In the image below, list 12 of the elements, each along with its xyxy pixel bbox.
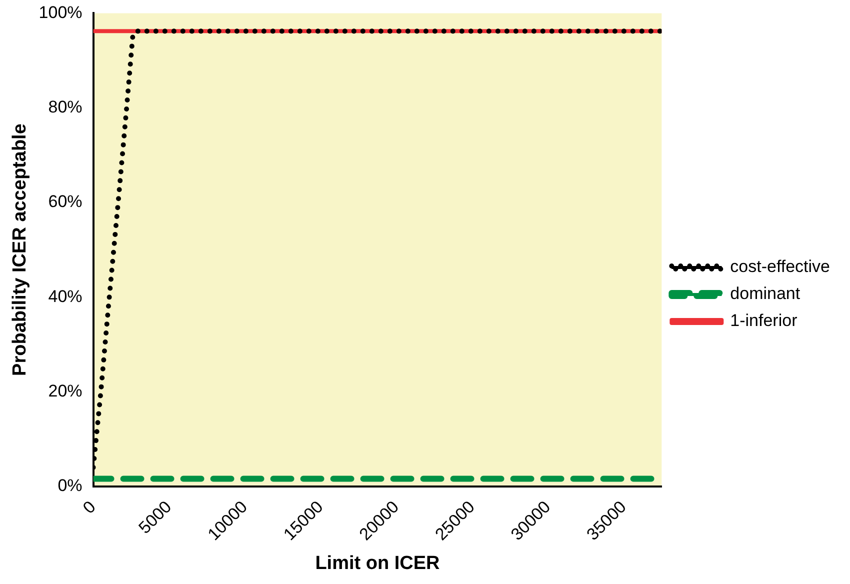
legend-label: dominant	[730, 284, 800, 304]
y-tick-label: 60%	[48, 192, 82, 212]
y-tick-label: 100%	[38, 2, 82, 22]
x-tick-label: 0	[79, 497, 100, 518]
y-tick-label: 20%	[48, 381, 82, 400]
x-axis-title: Limit on ICER	[315, 552, 440, 574]
y-tick-label: 0%	[58, 476, 82, 496]
y-tick-label: 80%	[48, 98, 82, 117]
y-axis-title: Probability ICER acceptable	[10, 124, 31, 376]
y-tick-label: 40%	[48, 286, 82, 306]
legend-label: 1-inferior	[730, 311, 798, 330]
legend-label: cost-effective	[730, 257, 830, 276]
